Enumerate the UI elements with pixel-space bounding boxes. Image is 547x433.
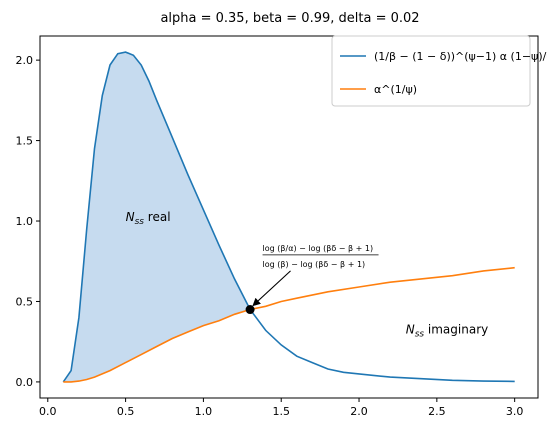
fill-region-nss-real (63, 52, 251, 382)
intersection-point (245, 305, 255, 315)
fraction-numerator: log (β/α) − log (βδ − β + 1) (263, 244, 374, 253)
series-line-1 (63, 266, 515, 383)
y-tick-label-4: 2.0 (16, 54, 34, 67)
legend-label-1: α^(1/ψ) (374, 83, 417, 96)
x-tick-label-1: 0.5 (117, 405, 135, 418)
x-tick-label-5: 2.5 (428, 405, 446, 418)
series-line-0 (62, 51, 515, 383)
chart-title: alpha = 0.35, beta = 0.99, delta = 0.02 (160, 11, 419, 26)
fraction-denominator: log (β) − log (βδ − β + 1) (263, 260, 366, 269)
annotation-nss-real: Nss real (126, 210, 171, 227)
x-tick-label-3: 1.5 (272, 405, 290, 418)
y-tick-label-0: 0.0 (16, 376, 34, 389)
x-tick-label-6: 3.0 (506, 405, 524, 418)
y-tick-label-2: 1.0 (16, 215, 34, 228)
x-tick-label-4: 2.0 (350, 405, 368, 418)
x-tick-label-0: 0.0 (39, 405, 57, 418)
x-tick-label-2: 1.0 (195, 405, 213, 418)
x-axis: 0.0 0.5 1.0 1.5 2.0 2.5 3.0 (39, 398, 523, 418)
annotations: Nss real Nss imaginary log (β/α) − log (… (126, 210, 489, 340)
y-axis: 0.0 0.5 1.0 1.5 2.0 (16, 54, 40, 389)
plot-area (62, 51, 515, 383)
axes-frame (39, 35, 539, 399)
legend: (1/β − (1 − δ))^(ψ−1) α (1−ψ)/ψ α^(1/ψ) (331, 35, 547, 107)
annotation-arrow (252, 270, 291, 307)
legend-label-0: (1/β − (1 − δ))^(ψ−1) α (1−ψ)/ψ (374, 50, 547, 63)
legend-box (331, 35, 531, 107)
y-tick-label-1: 0.5 (16, 295, 34, 308)
annotation-nss-imaginary: Nss imaginary (406, 323, 489, 340)
arrow-label-fraction: log (β/α) − log (βδ − β + 1) log (β) − l… (262, 244, 379, 269)
y-tick-label-3: 1.5 (16, 135, 34, 148)
